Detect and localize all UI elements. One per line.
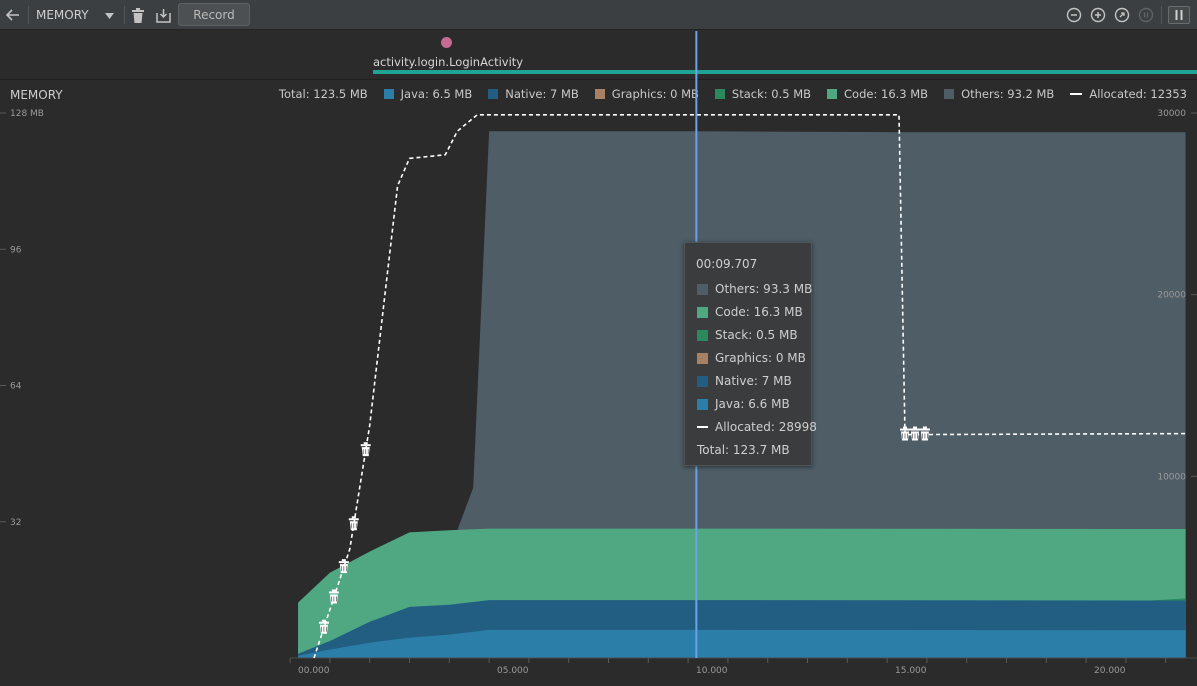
gc-event-icon[interactable] (328, 589, 339, 604)
legend-stack: Stack: 0.5 MB (714, 87, 811, 101)
chart-title: MEMORY (10, 88, 63, 102)
legend-swatch (827, 89, 838, 99)
tooltip-row-graphics: Graphics: 0 MB (697, 351, 806, 365)
y-left-tick-label: 128 MB (10, 109, 44, 119)
y-right-tick-label: 30000 (1157, 109, 1186, 119)
toolbar-divider (124, 6, 125, 24)
dump-heap-icon[interactable] (154, 0, 172, 30)
reset-zoom-icon[interactable] (1113, 0, 1131, 30)
pause-icon (1168, 6, 1190, 24)
profiler-selector[interactable]: MEMORY (36, 0, 122, 30)
legend-swatch (714, 89, 725, 99)
legend-dash (1070, 93, 1083, 95)
legend-code: Code: 16.3 MB (827, 87, 928, 101)
gc-event-icon[interactable] (919, 426, 930, 441)
x-tick-label: 20.000 (1094, 666, 1126, 676)
gc-event-icon[interactable] (360, 442, 371, 457)
back-arrow-icon[interactable] (4, 0, 22, 30)
y-right-tick-label: 20000 (1157, 291, 1186, 301)
tooltip: 00:09.707 Others: 93.3 MB Code: 16.3 MB … (684, 242, 817, 466)
toolbar-divider (1161, 6, 1162, 24)
zoom-out-icon[interactable] (1065, 0, 1083, 30)
legend: Total: 123.5 MB Java: 6.5 MB Native: 7 M… (263, 87, 1187, 101)
y-left-tick-label: 32 (10, 518, 21, 528)
tooltip-row-allocated: Allocated: 28998 (697, 420, 817, 434)
chevron-down-icon (104, 8, 114, 22)
event-timeline: activity.login.LoginActivity (0, 31, 1197, 80)
pause-button[interactable] (1166, 0, 1192, 30)
activity-label: activity.login.LoginActivity (373, 55, 524, 69)
tooltip-row-stack: Stack: 0.5 MB (697, 328, 798, 342)
area-java (298, 629, 1186, 658)
x-tick-label: 00.000 (298, 666, 330, 676)
tooltip-total: Total: 123.7 MB (697, 443, 790, 457)
legend-others: Others: 93.2 MB (944, 87, 1054, 101)
legend-allocated: Allocated: 12353 (1070, 87, 1187, 101)
x-tick-label: 05.000 (497, 666, 529, 676)
gc-event-icon[interactable] (909, 426, 920, 441)
touch-event-marker[interactable] (441, 37, 452, 48)
tooltip-time: 00:09.707 (696, 257, 758, 271)
x-tick-label: 10.000 (696, 666, 728, 676)
profiler-toolbar: MEMORY Record (0, 0, 1197, 30)
tooltip-row-code: Code: 16.3 MB (697, 305, 803, 319)
tooltip-row-others: Others: 93.3 MB (697, 282, 812, 296)
tooltip-row-java: Java: 6.6 MB (697, 397, 790, 411)
zoom-in-icon[interactable] (1089, 0, 1107, 30)
activity-bar[interactable] (373, 70, 1197, 74)
legend-java: Java: 6.5 MB (383, 87, 472, 101)
record-button[interactable]: Record (178, 3, 250, 26)
toolbar-divider (28, 6, 29, 24)
y-right-tick-label: 10000 (1157, 472, 1186, 482)
y-left-tick-label: 64 (10, 382, 22, 392)
gc-event-icon[interactable] (900, 426, 911, 441)
legend-swatch (488, 89, 499, 99)
tooltip-row-native: Native: 7 MB (697, 374, 792, 388)
gc-event-icon[interactable] (348, 516, 359, 531)
gc-event-icon[interactable] (338, 559, 349, 574)
legend-graphics: Graphics: 0 MB (594, 87, 699, 101)
profiler-name: MEMORY (36, 8, 89, 22)
legend-native: Native: 7 MB (488, 87, 579, 101)
legend-swatch (383, 89, 394, 99)
y-left-tick-label: 96 (10, 245, 22, 255)
legend-swatch (594, 89, 605, 99)
force-gc-trash-icon[interactable] (130, 0, 146, 30)
live-icon[interactable] (1137, 0, 1155, 30)
legend-total: Total: 123.5 MB (278, 87, 368, 101)
x-tick-label: 15.000 (895, 666, 927, 676)
gc-event-icon[interactable] (318, 619, 329, 634)
legend-swatch (944, 89, 955, 99)
